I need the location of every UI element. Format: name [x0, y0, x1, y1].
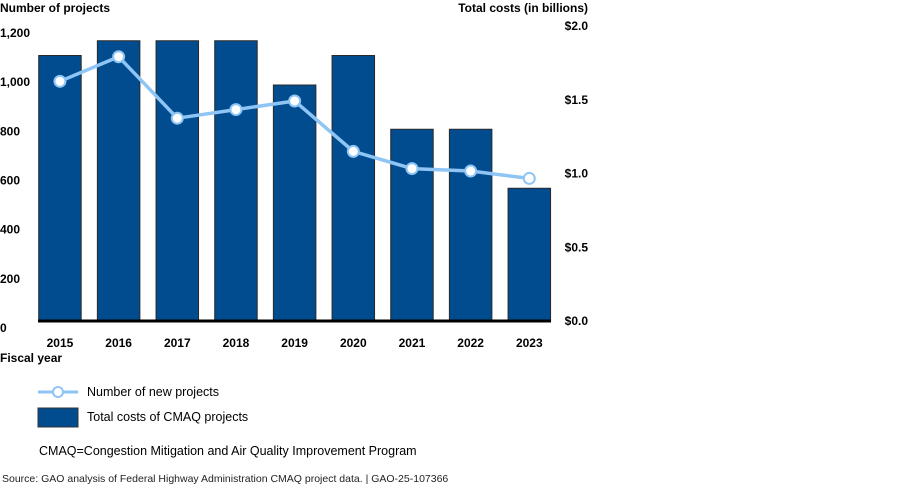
line-point [522, 171, 536, 185]
x-tick-label: 2017 [164, 336, 191, 350]
line-point [405, 162, 419, 176]
bar [448, 128, 493, 322]
left-tick-label: 0 [0, 321, 7, 335]
bar [214, 40, 258, 322]
bar [507, 187, 552, 322]
right-axis-title: Total costs (in billions) [458, 1, 588, 15]
legend-bar-label: Total costs of CMAQ projects [87, 410, 249, 424]
left-tick-label: 1,200 [0, 26, 30, 40]
x-axis-ticks: 2015 2016 2017 2018 2019 2020 2021 2022 2023 [47, 336, 543, 350]
line-point [288, 94, 302, 108]
bar [155, 40, 200, 322]
x-tick-label: 2023 [516, 336, 543, 350]
bar [96, 40, 141, 322]
x-tick-label: 2020 [340, 336, 367, 350]
x-tick-label: 2022 [457, 336, 484, 350]
legend-line-label: Number of new projects [87, 385, 220, 399]
x-tick-label: 2016 [105, 336, 132, 350]
left-axis-title: Number of projects [0, 1, 110, 15]
left-tick-label: 1,000 [0, 75, 30, 89]
left-tick-label: 400 [0, 223, 20, 237]
right-tick-label: $0.5 [565, 240, 589, 254]
abbreviation-note: CMAQ=Congestion Mitigation and Air Quali… [39, 444, 417, 458]
line-point [112, 50, 126, 64]
left-tick-label: 800 [0, 124, 20, 138]
right-axis-ticks: $0.0 $0.5 $1.0 $1.5 $2.0 [565, 19, 589, 328]
x-tick-label: 2015 [47, 336, 74, 350]
bar [38, 55, 82, 322]
line-point [53, 74, 67, 88]
line-point [170, 111, 184, 125]
line-series [53, 50, 536, 185]
x-axis-title: Fiscal year [0, 351, 62, 365]
legend-line-swatch [38, 386, 78, 398]
x-tick-label: 2018 [223, 336, 250, 350]
left-tick-label: 200 [0, 272, 20, 286]
bar [331, 55, 376, 322]
source-note: Source: GAO analysis of Federal Highway … [2, 473, 449, 485]
legend-bar-swatch [37, 407, 79, 428]
line-point [229, 103, 243, 117]
x-tick-label: 2021 [399, 336, 426, 350]
right-tick-label: $1.0 [565, 167, 589, 181]
left-axis-ticks: 0 200 400 600 800 1,000 1,200 [0, 26, 30, 335]
bar [390, 128, 434, 322]
right-tick-label: $1.5 [565, 93, 589, 107]
left-tick-label: 600 [0, 174, 20, 188]
line-point [464, 164, 478, 178]
x-tick-label: 2019 [281, 336, 308, 350]
bar [272, 84, 317, 322]
right-tick-label: $2.0 [565, 19, 589, 33]
bar-series [38, 40, 552, 322]
right-tick-label: $0.0 [565, 314, 589, 328]
line-point [346, 144, 360, 158]
